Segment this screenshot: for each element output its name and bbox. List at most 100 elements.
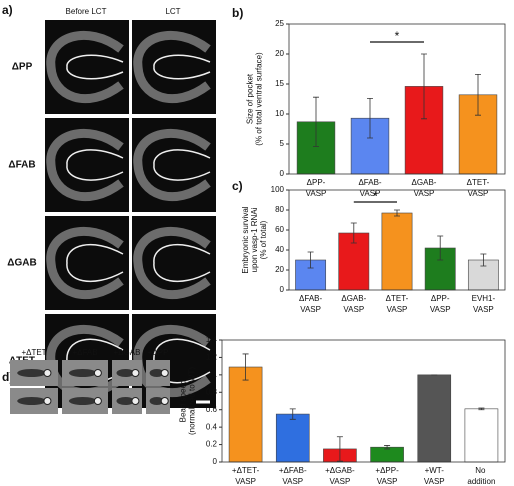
comet	[116, 397, 135, 405]
bead-label: +ΔGAB	[114, 348, 141, 357]
x-tick-label: +ΔGAB-VASP	[325, 466, 355, 486]
x-tick-label: ΔPP-VASP	[430, 294, 451, 314]
y-tick-label: 0.2	[206, 440, 218, 449]
bead	[93, 369, 102, 377]
y-tick-label: 40	[275, 245, 284, 254]
x-tick-label: ΔGAB-VASP	[341, 294, 366, 314]
bar	[228, 366, 263, 463]
error-bar	[307, 251, 314, 269]
bead-label: +ΔTET	[21, 348, 46, 357]
panel-label: b)	[232, 6, 243, 20]
comet	[68, 369, 97, 377]
panel-label: c)	[232, 179, 243, 193]
error-bar	[242, 353, 249, 381]
x-tick-label: +ΔTET-VASP	[232, 466, 260, 486]
row-label: ΔGAB	[7, 258, 36, 269]
y-axis-label: (normalized to WT)	[188, 367, 197, 435]
error-bar	[394, 209, 400, 217]
y-tick-label: 0.4	[206, 422, 218, 431]
error-bar	[289, 408, 296, 420]
error-bar	[313, 96, 319, 147]
column-heading: LCT	[165, 7, 180, 16]
column-heading: Before LCT	[66, 7, 107, 16]
x-tick-label: ΔPP-VASP	[306, 178, 327, 198]
tissue	[46, 30, 124, 104]
bead	[160, 397, 169, 405]
error-bar	[367, 98, 373, 139]
y-tick-label: 0.6	[206, 405, 218, 414]
comet	[17, 369, 46, 377]
y-axis-label: Size of pocket	[246, 73, 255, 124]
bead	[43, 397, 52, 405]
bar	[417, 374, 452, 463]
y-tick-label: 10	[275, 109, 284, 118]
bar	[381, 212, 413, 291]
error-bar	[480, 253, 487, 267]
x-tick-label: +WT-VASP	[424, 466, 445, 486]
y-tick-label: 15	[275, 79, 284, 88]
y-tick-label: 1.2	[206, 353, 218, 362]
y-tick-label: 0	[280, 169, 285, 178]
bead	[43, 369, 52, 377]
error-bar	[478, 407, 485, 411]
tissue	[133, 128, 211, 202]
tissue	[133, 30, 211, 104]
tissue	[46, 226, 124, 300]
y-axis-label: (% of total ventral surface)	[255, 52, 264, 146]
error-bar	[384, 445, 391, 450]
significance-label: *	[395, 29, 400, 43]
y-tick-label: 20	[275, 265, 284, 274]
tissue	[133, 226, 211, 300]
error-bar	[437, 235, 444, 261]
comet	[149, 369, 164, 377]
bead	[131, 397, 140, 405]
panel-label: d)	[2, 370, 13, 384]
pocket	[153, 243, 211, 283]
x-tick-label: ΔGAB-VASP	[412, 178, 437, 198]
pocket	[66, 54, 124, 80]
bead	[131, 369, 140, 377]
significance-label: *	[373, 189, 378, 203]
plot-frame	[288, 23, 506, 175]
pocket	[153, 54, 211, 80]
x-tick-label: ΔTET-VASP	[386, 294, 409, 314]
y-tick-label: 0	[213, 457, 218, 466]
y-tick-label: 5	[280, 139, 285, 148]
panel-label: a)	[2, 3, 13, 17]
x-tick-label: ΔTET-VASP	[467, 178, 490, 198]
bead-label: +ΔFAB	[72, 348, 97, 357]
pocket	[66, 149, 124, 181]
error-bar	[350, 222, 357, 244]
tissue	[46, 128, 124, 202]
bead	[160, 369, 169, 377]
comet	[149, 397, 164, 405]
error-bar	[421, 53, 427, 120]
bar	[370, 446, 404, 463]
y-axis-label: Bead speed	[179, 380, 188, 423]
plot-frame	[221, 339, 506, 463]
x-tick-label: No addition	[467, 466, 495, 486]
bar	[464, 408, 499, 463]
y-tick-label: 25	[275, 19, 284, 28]
x-tick-label: ΔFAB-VASP	[358, 178, 381, 198]
y-tick-label: 1.4	[206, 335, 218, 344]
y-axis-label: Embryonic survival	[241, 206, 250, 273]
plot-frame	[288, 189, 506, 291]
y-tick-label: 1	[213, 370, 218, 379]
y-tick-label: 20	[275, 49, 284, 58]
y-axis-label: (% of total)	[259, 220, 268, 259]
bead	[93, 397, 102, 405]
y-tick-label: 100	[271, 185, 285, 194]
row-label: ΔFAB	[8, 160, 35, 171]
y-tick-label: 0.8	[206, 387, 218, 396]
bead-label: +ΔPP	[148, 348, 169, 357]
pocket	[66, 243, 124, 283]
x-tick-label: +ΔPP-VASP	[375, 466, 399, 486]
y-tick-label: 60	[275, 225, 284, 234]
x-tick-label: +ΔFAB-VASP	[279, 466, 307, 486]
x-tick-label: EVH1-VASP	[472, 294, 496, 314]
x-tick-label: ΔFAB-VASP	[299, 294, 322, 314]
